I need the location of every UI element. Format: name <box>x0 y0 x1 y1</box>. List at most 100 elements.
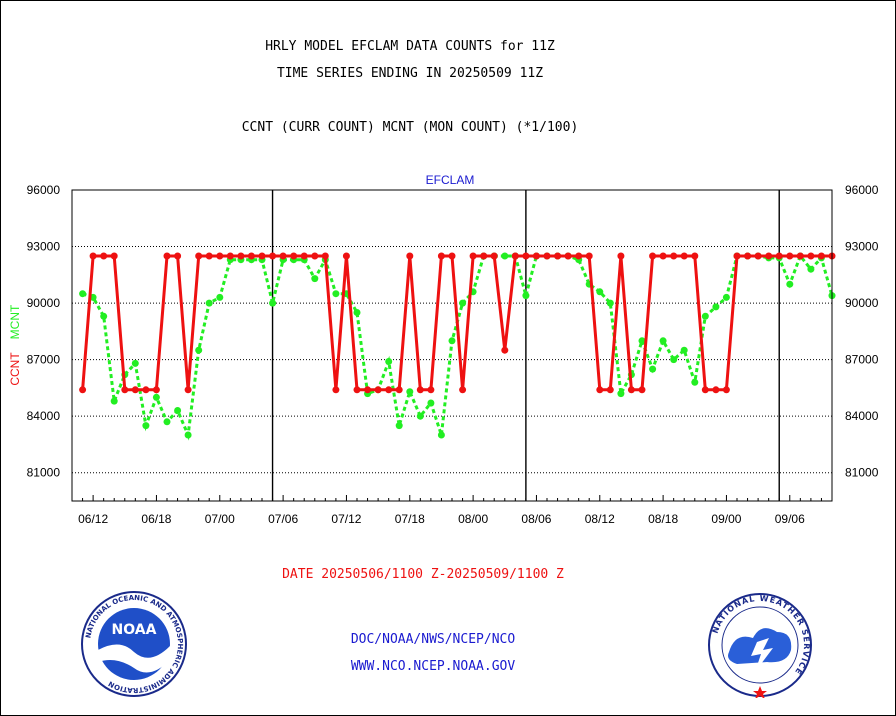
point-mcnt <box>722 293 730 301</box>
point-ccnt <box>691 252 699 260</box>
ylabel-mcnt: MCNT <box>8 304 22 339</box>
point-ccnt <box>290 252 298 260</box>
point-ccnt <box>575 252 583 260</box>
point-ccnt <box>701 386 709 394</box>
point-ccnt <box>216 252 224 260</box>
point-mcnt <box>659 337 667 345</box>
point-mcnt <box>670 356 678 364</box>
point-ccnt <box>89 252 97 260</box>
point-mcnt <box>448 337 456 345</box>
y-tick-label-left: 96000 <box>27 183 61 197</box>
point-mcnt <box>395 422 403 430</box>
point-ccnt <box>258 252 266 260</box>
x-tick-label: 09/06 <box>775 512 805 526</box>
point-ccnt <box>269 252 277 260</box>
x-tick-label: 09/00 <box>711 512 741 526</box>
point-mcnt <box>701 312 709 320</box>
point-mcnt <box>807 265 815 273</box>
chart-title-line2: TIME SERIES ENDING IN 20250509 11Z <box>276 66 544 81</box>
y-tick-label-left: 81000 <box>27 466 61 480</box>
panel-label: EFCLAM <box>426 173 475 187</box>
point-ccnt <box>448 252 456 260</box>
point-ccnt <box>659 252 667 260</box>
point-mcnt <box>437 431 445 439</box>
chart-subtitle: CCNT (CURR COUNT) MCNT (MON COUNT) (*1/1… <box>241 120 579 135</box>
point-ccnt <box>174 252 182 260</box>
x-tick-label: 07/12 <box>331 512 361 526</box>
point-ccnt <box>226 252 234 260</box>
x-tick-label: 06/12 <box>78 512 108 526</box>
point-ccnt <box>807 252 815 260</box>
point-ccnt <box>775 252 783 260</box>
point-mcnt <box>596 288 604 296</box>
plot-border <box>71 189 833 502</box>
point-ccnt <box>754 252 762 260</box>
y-tick-label-right: 96000 <box>845 183 879 197</box>
point-ccnt <box>765 252 773 260</box>
point-ccnt <box>606 386 614 394</box>
point-ccnt <box>469 252 477 260</box>
point-mcnt <box>786 280 794 288</box>
point-ccnt <box>195 252 203 260</box>
point-ccnt <box>722 386 730 394</box>
point-mcnt <box>110 397 118 405</box>
point-ccnt <box>627 386 635 394</box>
point-ccnt <box>321 252 329 260</box>
point-mcnt <box>638 337 646 345</box>
point-ccnt <box>342 252 350 260</box>
point-ccnt <box>596 386 604 394</box>
point-mcnt <box>174 407 182 414</box>
point-ccnt <box>237 252 245 260</box>
point-mcnt <box>142 422 150 430</box>
point-ccnt <box>279 252 287 260</box>
point-ccnt <box>100 252 108 260</box>
x-tick-label: 08/06 <box>521 512 551 526</box>
series-line-ccnt <box>81 254 832 392</box>
y-tick-label-right: 90000 <box>845 296 879 310</box>
x-tick-label: 06/18 <box>141 512 171 526</box>
point-mcnt <box>332 290 340 298</box>
point-ccnt <box>353 386 361 394</box>
point-mcnt <box>195 346 203 354</box>
y-tick-label-right: 93000 <box>845 240 879 254</box>
point-ccnt <box>110 252 118 260</box>
point-ccnt <box>817 252 825 260</box>
point-ccnt <box>131 386 139 394</box>
footer-url[interactable]: WWW.NCO.NCEP.NOAA.GOV <box>350 659 516 674</box>
point-mcnt <box>649 365 657 373</box>
point-ccnt <box>490 252 498 260</box>
point-ccnt <box>142 386 150 394</box>
axis-labels: 81000 81000 84000 84000 87000 87000 90000 90000… <box>27 183 879 526</box>
point-ccnt <box>585 252 593 260</box>
point-ccnt <box>79 386 87 394</box>
y-tick-label-right: 84000 <box>845 409 879 423</box>
x-tick-label: 07/18 <box>395 512 425 526</box>
x-tick-label: 08/18 <box>648 512 678 526</box>
point-ccnt <box>796 252 804 260</box>
nws-logo: NATIONAL WEATHER SERVICE <box>708 593 812 698</box>
point-mcnt <box>617 390 625 398</box>
point-ccnt <box>364 386 372 394</box>
point-ccnt <box>205 252 213 260</box>
point-ccnt <box>617 252 625 260</box>
point-ccnt <box>564 252 572 260</box>
series-line-mcnt <box>82 253 834 441</box>
point-mcnt <box>385 358 393 365</box>
point-mcnt <box>216 293 224 301</box>
footer-org: DOC/NOAA/NWS/NCEP/NCO <box>350 632 516 647</box>
point-mcnt <box>311 275 319 283</box>
point-mcnt <box>459 299 467 307</box>
grid-layer <box>72 190 832 501</box>
point-ccnt <box>163 252 171 260</box>
chart-title-line1: HRLY MODEL EFCLAM DATA COUNTS for 11Z <box>265 39 555 54</box>
point-mcnt <box>406 388 414 396</box>
point-ccnt <box>311 252 319 260</box>
x-tick-label: 07/06 <box>268 512 298 526</box>
series-layer <box>79 252 836 441</box>
point-ccnt <box>511 252 519 260</box>
point-ccnt <box>670 252 678 260</box>
point-mcnt <box>522 292 530 300</box>
point-ccnt <box>480 252 488 260</box>
point-ccnt <box>437 252 445 260</box>
